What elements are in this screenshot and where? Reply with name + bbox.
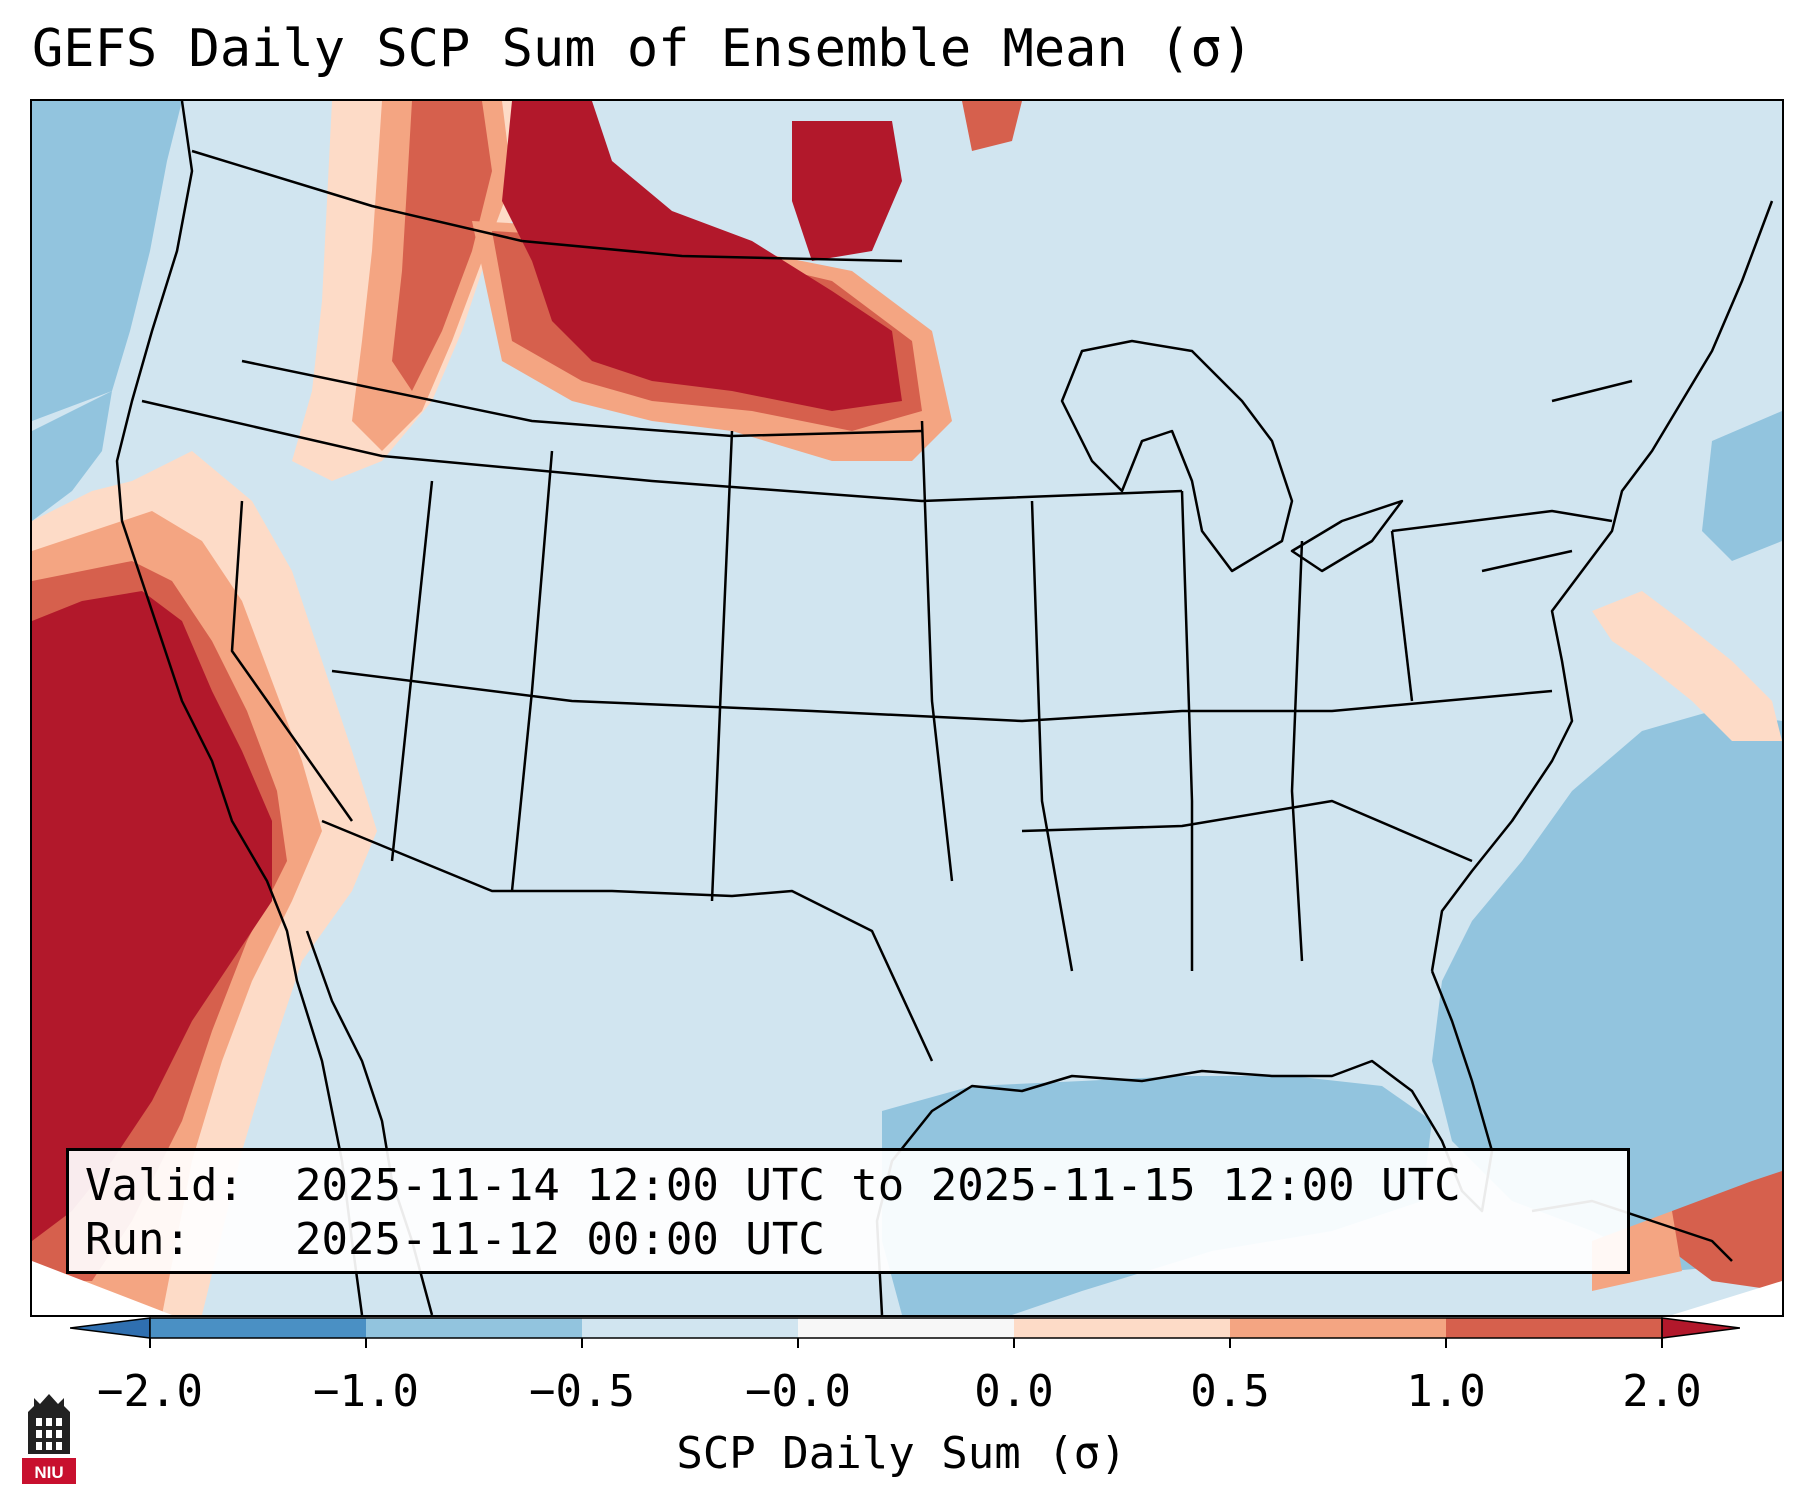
colorbar-bin-3 bbox=[582, 1318, 798, 1338]
map-panel bbox=[30, 99, 1784, 1317]
central-border-a bbox=[141, 399, 1183, 503]
colorbar-bin-4 bbox=[798, 1318, 1014, 1338]
colorbar bbox=[70, 1317, 1740, 1348]
tick-label-1: −2.0 bbox=[97, 1366, 203, 1417]
tick-label-6: 0.5 bbox=[1190, 1366, 1270, 1417]
projection-edge-left bbox=[32, 1261, 172, 1315]
northern-tier-border bbox=[241, 359, 923, 438]
projection-edge-right bbox=[1672, 1281, 1782, 1315]
vertical-border-5 bbox=[1030, 500, 1074, 972]
valid-value: 2025-11-14 12:00 UTC to 2025-11-15 12:00… bbox=[295, 1160, 1461, 1211]
northeast-borders bbox=[1391, 379, 1633, 573]
atlantic-negative-region bbox=[1432, 711, 1782, 1271]
south-central-border bbox=[1021, 799, 1473, 863]
vertical-border-4 bbox=[920, 420, 954, 882]
colorbar-ticks bbox=[149, 1338, 1663, 1348]
colorbar-extend-high bbox=[1661, 1317, 1740, 1339]
west-coastline bbox=[115, 101, 364, 1315]
atlantic-faint-positive-band bbox=[1592, 591, 1782, 741]
central-border-b bbox=[331, 669, 1553, 723]
vertical-border-1 bbox=[390, 480, 434, 862]
california-high-anomaly bbox=[32, 591, 272, 1241]
canada-east-patches bbox=[962, 101, 1022, 151]
nevada-border bbox=[230, 500, 354, 822]
northeast-negative-patch bbox=[1702, 411, 1782, 561]
vertical-border-2 bbox=[510, 450, 554, 892]
pacific-blue-band bbox=[32, 391, 112, 521]
niu-logo: NIU bbox=[22, 1394, 76, 1484]
tick-label-2: −1.0 bbox=[313, 1366, 419, 1417]
valid-label: Valid: bbox=[85, 1160, 244, 1211]
northwest-red-band bbox=[392, 101, 492, 391]
vertical-border-8 bbox=[1390, 530, 1414, 702]
pacific-negative-region bbox=[32, 101, 182, 421]
caribbean-positive-region bbox=[1672, 1171, 1782, 1291]
map-canvas bbox=[32, 101, 1782, 1315]
east-coastline bbox=[1430, 200, 1774, 972]
colorbar-outline bbox=[149, 1317, 1663, 1339]
tick-label-4: −0.0 bbox=[745, 1366, 851, 1417]
colorbar-bin-1 bbox=[150, 1318, 366, 1338]
niu-logo-text: NIU bbox=[34, 1463, 63, 1482]
colorbar-bin-2 bbox=[366, 1318, 582, 1338]
valid-row: Valid: 2025-11-14 12:00 UTC to 2025-11-15… bbox=[85, 1159, 1627, 1213]
canada-high-patches bbox=[792, 121, 902, 261]
map-title: GEFS Daily SCP Sum of Ensemble Mean (σ) bbox=[32, 19, 1253, 79]
tick-label-7: 1.0 bbox=[1406, 1366, 1486, 1417]
run-label: Run: bbox=[85, 1214, 191, 1265]
run-value: 2025-11-12 00:00 UTC bbox=[295, 1214, 825, 1265]
vertical-border-7 bbox=[1290, 540, 1304, 962]
colorbar-label: SCP Daily Sum (σ) bbox=[676, 1428, 1127, 1479]
southern-border bbox=[321, 819, 934, 1062]
tick-label-5: 0.0 bbox=[974, 1366, 1054, 1417]
canada-us-border bbox=[191, 149, 903, 263]
vertical-border-3 bbox=[710, 430, 734, 902]
colorbar-extend-low bbox=[70, 1317, 151, 1339]
great-lakes-outline bbox=[1060, 339, 1294, 573]
colorbar-bin-7 bbox=[1446, 1318, 1662, 1338]
tick-label-8: 2.0 bbox=[1622, 1366, 1702, 1417]
run-row: Run: 2025-11-12 00:00 UTC bbox=[85, 1213, 1627, 1267]
colorbar-bin-6 bbox=[1230, 1318, 1446, 1338]
vertical-border-6 bbox=[1180, 490, 1194, 971]
niu-logo-banner bbox=[22, 1458, 76, 1484]
valid-run-info-box: Valid: 2025-11-14 12:00 UTC to 2025-11-15… bbox=[66, 1148, 1630, 1274]
lake-erie-outline bbox=[1290, 499, 1404, 573]
niu-logo-windows bbox=[36, 1418, 62, 1450]
colorbar-bin-5 bbox=[1014, 1318, 1230, 1338]
tick-label-3: −0.5 bbox=[529, 1366, 635, 1417]
